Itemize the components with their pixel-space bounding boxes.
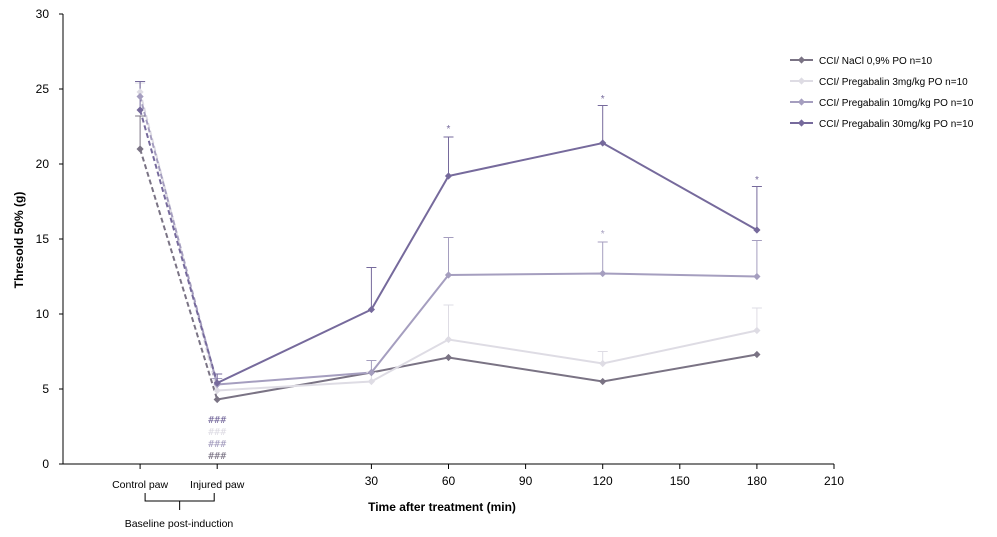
series-0-point: [753, 350, 761, 359]
significance-annotations: ****############: [208, 94, 759, 462]
y-tick-label: 30: [36, 7, 50, 21]
significance-marker: *: [755, 175, 759, 186]
legend-swatch-marker: [797, 119, 806, 127]
legend-entry: CCI/ Pregabalin 3mg/kg PO n=10: [819, 77, 968, 88]
series-0-baseline-dashed-line: [139, 148, 219, 400]
x-tick-label: 60: [442, 474, 456, 488]
series-1-point: [444, 335, 453, 344]
legend-entry: CCI/ Pregabalin 10mg/kg PO n=10: [819, 98, 974, 109]
x-tick-label: 30: [365, 474, 379, 488]
series-3-point: [367, 305, 375, 314]
series-1-line: [217, 329, 758, 392]
series-3-point: [213, 379, 221, 387]
axes: 0 5 10 15 20 25 30 30 60 90 120 150 180 210 Control pa…: [36, 7, 844, 510]
legend-entry: CCI/ NaCl 0,9% PO n=10: [819, 56, 933, 67]
y-tick-label: 10: [36, 307, 50, 321]
significance-marker: *: [601, 229, 605, 240]
x-tick-label: 210: [824, 474, 844, 488]
y-axis-label: Thresold 50% (g): [12, 192, 26, 289]
series-2-point: [136, 92, 144, 101]
series-3-point: [599, 139, 607, 147]
x-tick-label: 120: [593, 474, 613, 488]
legend: CCI/ NaCl 0,9% PO n=10 CCI/ Pregabalin 3m…: [790, 56, 974, 130]
significance-marker: ###: [208, 439, 226, 450]
series-2-point: [444, 271, 453, 279]
series-2-point: [367, 368, 375, 377]
y-tick-label: 0: [42, 457, 49, 471]
significance-marker: *: [601, 94, 605, 105]
series-1-baseline-dashed-line: [139, 91, 219, 391]
series-markers: [136, 88, 761, 404]
baseline-group-label: Baseline post-induction: [125, 518, 234, 530]
error-bars: [135, 81, 762, 391]
series-3-point: [136, 106, 144, 114]
legend-entry: CCI/ Pregabalin 30mg/kg PO n=10: [819, 119, 974, 130]
series-0-line: [217, 353, 758, 401]
legend-swatch-marker: [797, 77, 806, 85]
significance-marker: ###: [208, 451, 226, 462]
y-tick-label: 20: [36, 157, 50, 171]
series-0-point: [136, 145, 144, 153]
series-0-point: [213, 395, 221, 404]
series-2-point: [753, 272, 761, 281]
series-1-point: [753, 326, 761, 335]
series-0-point: [599, 377, 607, 386]
significance-marker: ###: [208, 427, 226, 438]
x-category-label: Injured paw: [190, 479, 245, 491]
x-axis-label: Time after treatment (min): [368, 500, 516, 514]
y-tick-label: 25: [36, 82, 50, 96]
x-category-label: Control paw: [112, 479, 168, 491]
series-1-point: [213, 386, 221, 395]
x-tick-label: 180: [747, 474, 767, 488]
series-2-point: [599, 269, 607, 278]
significance-marker: *: [447, 124, 451, 135]
significance-marker: ###: [208, 415, 226, 426]
series-1-point: [599, 359, 607, 368]
series-0-point: [444, 353, 453, 362]
x-tick-label: 150: [670, 474, 690, 488]
series-3-point: [444, 172, 453, 180]
x-tick-label: 90: [519, 474, 533, 488]
baseline-brace: [144, 493, 215, 510]
y-tick-label: 5: [42, 382, 49, 396]
series-3-baseline-dashed-line: [139, 109, 219, 384]
series-3-point: [753, 226, 761, 234]
legend-swatch-marker: [797, 98, 806, 106]
legend-swatch-marker: [797, 56, 806, 64]
y-tick-label: 15: [36, 232, 50, 246]
series-1-point: [367, 377, 375, 386]
series-1-point: [136, 88, 144, 96]
